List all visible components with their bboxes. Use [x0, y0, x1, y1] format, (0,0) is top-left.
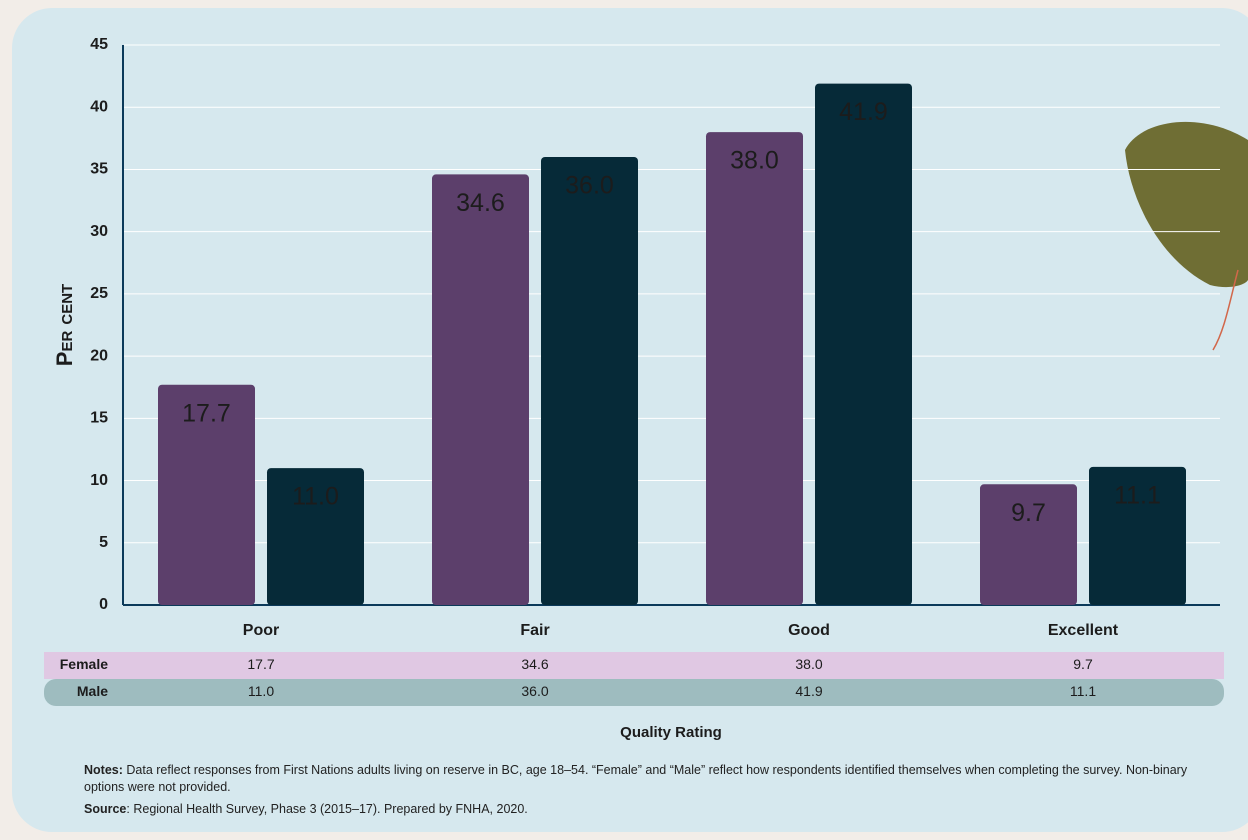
x-tick-label: Poor — [243, 622, 279, 639]
notes-text: Data reflect responses from First Nation… — [84, 763, 1188, 794]
value-label: 38.0 — [730, 147, 779, 175]
bar — [541, 157, 638, 605]
notes: Notes: Data reflect responses from First… — [84, 762, 1224, 823]
y-tick-label: 20 — [90, 347, 108, 364]
x-tick-label: Excellent — [1048, 622, 1119, 639]
value-label: 9.7 — [1011, 499, 1046, 527]
x-tick-label: Fair — [520, 622, 549, 639]
table-cell: 38.0 — [795, 656, 822, 672]
table-cell: 11.1 — [1070, 683, 1096, 699]
table-cell: 41.9 — [795, 683, 822, 699]
value-label: 36.0 — [565, 172, 614, 200]
legend-label: Female — [60, 656, 108, 672]
value-label: 11.0 — [292, 483, 339, 511]
table-cell: 36.0 — [521, 683, 548, 699]
y-tick-label: 30 — [90, 223, 108, 240]
value-label: 17.7 — [182, 399, 231, 427]
y-tick-label: 5 — [99, 534, 108, 551]
y-tick-label: 0 — [99, 596, 108, 613]
y-axis-title: Per cent — [52, 284, 77, 366]
notes-label: Notes: — [84, 763, 123, 777]
source-text: : Regional Health Survey, Phase 3 (2015–… — [126, 802, 528, 816]
table-cell: 17.7 — [247, 656, 274, 672]
bar — [267, 468, 364, 605]
y-tick-label: 45 — [90, 36, 108, 53]
source-paragraph: Source: Regional Health Survey, Phase 3 … — [84, 801, 1224, 818]
table-cell: 9.7 — [1073, 656, 1093, 672]
leaf — [1125, 121, 1248, 351]
y-tick-label: 15 — [90, 410, 108, 427]
bar — [815, 83, 912, 606]
y-tick-label: 10 — [90, 472, 108, 489]
bar — [980, 484, 1077, 605]
y-tick-label: 35 — [90, 161, 108, 178]
x-tick-label: Good — [788, 622, 830, 639]
value-label: 11.1 — [1114, 481, 1161, 509]
legend-label: Male — [77, 683, 108, 699]
bar — [158, 384, 255, 605]
source-label: Source — [84, 802, 127, 816]
table-cell: 34.6 — [521, 656, 548, 672]
table-row — [44, 679, 1224, 706]
x-axis-title: Quality Rating — [620, 724, 722, 741]
bar — [706, 132, 803, 605]
y-tick-label: 25 — [90, 285, 108, 302]
notes-paragraph: Notes: Data reflect responses from First… — [84, 762, 1224, 796]
y-tick-label: 40 — [90, 98, 108, 115]
table-cell: 11.0 — [248, 683, 274, 699]
bar — [1089, 466, 1186, 605]
value-label: 34.6 — [456, 189, 505, 217]
value-label: 41.9 — [839, 98, 888, 126]
table-row — [44, 652, 1224, 679]
bar — [432, 174, 529, 605]
